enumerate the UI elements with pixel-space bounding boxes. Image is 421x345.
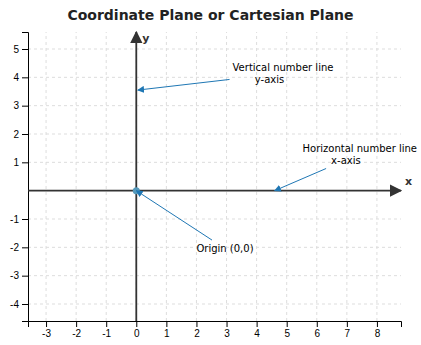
x-tick: 5 (284, 321, 290, 339)
annotation-arrow (136, 191, 212, 240)
grid-line (316, 32, 317, 321)
y-tick-label: 3 (13, 100, 19, 111)
x-tick: 2 (194, 321, 200, 339)
y-tick-label: 1 (13, 157, 19, 168)
grid-line (28, 275, 401, 276)
x-tick: -2 (72, 321, 81, 339)
grid-line (196, 32, 197, 321)
grid (28, 32, 401, 321)
x-tick: 7 (345, 321, 351, 339)
x-tick-mark (196, 321, 197, 327)
x-tick-mark (227, 321, 228, 327)
annotation-text: Origin (0,0) (196, 243, 253, 254)
y-tick-mark (22, 276, 28, 277)
annotation-text: Vertical number line y-axis (233, 62, 334, 85)
x-tick-mark (257, 321, 258, 327)
y-tick-label: -4 (10, 299, 19, 310)
y-tick-mark (22, 106, 28, 107)
x-tick: 4 (254, 321, 260, 339)
x-tick: 8 (375, 321, 381, 339)
x-axis-label: x (405, 175, 412, 188)
grid-line (106, 32, 107, 321)
y-axis-label: y (142, 32, 149, 45)
x-tick-label: 1 (164, 328, 170, 339)
x-tick-label: -2 (72, 328, 81, 339)
y-tick-mark (22, 304, 28, 305)
y-tick: 1 (13, 157, 28, 168)
x-tick-mark (347, 321, 348, 327)
x-zero-axis (28, 190, 401, 192)
x-tick: -3 (42, 321, 51, 339)
grid-line (46, 32, 47, 321)
grid-line (28, 49, 401, 50)
grid-line (28, 304, 401, 305)
y-tick-mark (22, 219, 28, 220)
x-tick-label: 0 (134, 328, 140, 339)
y-axis: -4 -3 -2 -1 1 2 3 4 5 (10, 33, 28, 322)
x-tick-label: 2 (194, 328, 200, 339)
x-tick-mark (377, 321, 378, 327)
grid-line (28, 105, 401, 106)
y-tick-mark (22, 49, 28, 50)
x-tick-label: 3 (224, 328, 230, 339)
y-tick-mark (22, 162, 28, 163)
x-tick-mark (166, 321, 167, 327)
grid-line (346, 32, 347, 321)
y-tick: 3 (13, 100, 28, 111)
y-tick: -2 (10, 242, 28, 253)
x-tick-mark (106, 321, 107, 327)
x-tick-mark (287, 321, 288, 327)
y-zero-axis (135, 32, 137, 321)
annotations: Vertical number line y-axis Horizontal nu… (136, 62, 417, 254)
x-tick-label: 6 (314, 328, 320, 339)
x-axis: -3 -2 -1 0 1 2 3 4 5 6 7 8 (29, 321, 402, 339)
annotation-text: Horizontal number line x-axis (303, 143, 418, 166)
y-tick: 5 (13, 44, 28, 55)
y-tick: 4 (13, 72, 28, 83)
y-tick: -1 (10, 214, 28, 225)
y-tick-label: -2 (10, 242, 19, 253)
y-tick: 2 (13, 129, 28, 140)
y-tick: -3 (10, 270, 28, 281)
grid-line (136, 32, 137, 321)
x-tick-label: 4 (254, 328, 260, 339)
x-tick: 1 (164, 321, 170, 339)
x-tick-label: 7 (345, 328, 351, 339)
grid-line (286, 32, 287, 321)
x-tick-label: -1 (102, 328, 111, 339)
y-tick-mark (22, 134, 28, 135)
grid-line (76, 32, 77, 321)
y-tick-label: 2 (13, 129, 19, 140)
x-axis-line (29, 322, 402, 328)
x-tick: 0 (134, 321, 140, 339)
x-tick-mark (76, 321, 77, 327)
annotation-arrow (275, 169, 326, 191)
x-tick: -1 (102, 321, 111, 339)
y-tick-label: 5 (13, 44, 19, 55)
grid-line (226, 32, 227, 321)
x-tick-mark (317, 321, 318, 327)
x-tick-mark (136, 321, 137, 327)
y-axis-line (22, 33, 29, 322)
x-tick-label: -3 (42, 328, 51, 339)
grid-line (166, 32, 167, 321)
chart: -3 -2 -1 0 1 2 3 4 5 6 7 8 -4 -3 -2 -1 1 2 3 4 5 x y Vertical n… (0, 0, 421, 345)
grid-line (376, 32, 377, 321)
x-tick-label: 8 (375, 328, 381, 339)
y-tick-label: 4 (13, 72, 19, 83)
grid-line (28, 77, 401, 78)
annotation-arrow (138, 79, 230, 90)
x-tick: 6 (314, 321, 320, 339)
y-tick-mark (22, 77, 28, 78)
grid-line (28, 134, 401, 135)
y-tick-label: -3 (10, 270, 19, 281)
y-tick: -4 (10, 299, 28, 310)
y-tick-label: -1 (10, 214, 19, 225)
x-tick: 3 (224, 321, 230, 339)
x-tick-label: 5 (284, 328, 290, 339)
title: Coordinate Plane or Cartesian Plane (67, 7, 353, 23)
x-tick-mark (46, 321, 47, 327)
y-tick-mark (22, 247, 28, 248)
grid-line (28, 219, 401, 220)
